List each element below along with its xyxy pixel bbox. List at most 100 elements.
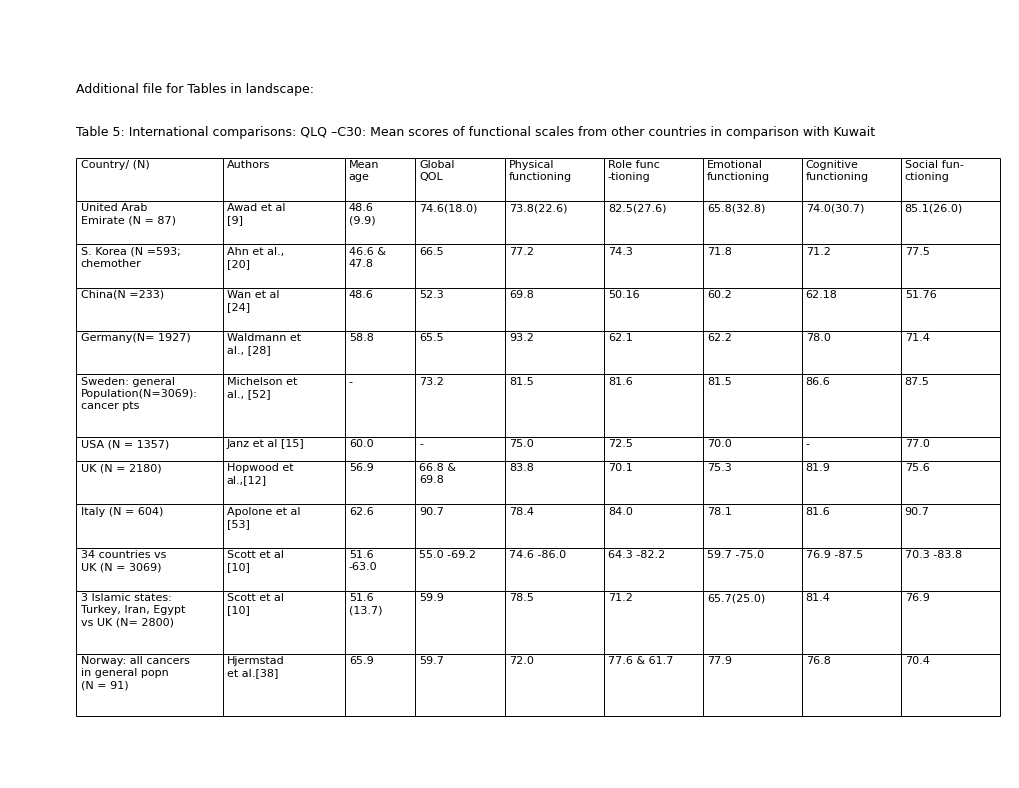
Text: 72.0: 72.0 — [508, 656, 533, 666]
Text: 60.0: 60.0 — [348, 440, 373, 449]
Text: Social fun-
ctioning: Social fun- ctioning — [904, 160, 963, 182]
Text: Italy (N = 604): Italy (N = 604) — [81, 507, 163, 517]
Text: 81.6: 81.6 — [805, 507, 829, 517]
Text: 59.9: 59.9 — [419, 593, 443, 604]
Text: 93.2: 93.2 — [508, 333, 533, 344]
Text: 51.6
(13.7): 51.6 (13.7) — [348, 593, 382, 615]
Text: Authors: Authors — [226, 160, 270, 170]
Text: 90.7: 90.7 — [904, 507, 928, 517]
Text: Ahn et al.,
[20]: Ahn et al., [20] — [226, 247, 283, 269]
Text: Janz et al [15]: Janz et al [15] — [226, 440, 305, 449]
Text: Hopwood et
al.,[12]: Hopwood et al.,[12] — [226, 463, 293, 485]
Text: 76.9 -87.5: 76.9 -87.5 — [805, 550, 862, 560]
Text: 51.6
-63.0: 51.6 -63.0 — [348, 550, 377, 572]
Text: 85.1(26.0): 85.1(26.0) — [904, 203, 962, 214]
Text: 46.6 &
47.8: 46.6 & 47.8 — [348, 247, 385, 269]
Text: -: - — [805, 440, 809, 449]
Text: Awad et al
[9]: Awad et al [9] — [226, 203, 285, 225]
Text: 48.6: 48.6 — [348, 290, 373, 300]
Text: 71.2: 71.2 — [805, 247, 829, 257]
Text: 90.7: 90.7 — [419, 507, 443, 517]
Text: Wan et al
[24]: Wan et al [24] — [226, 290, 279, 312]
Text: Emotional
functioning: Emotional functioning — [706, 160, 769, 182]
Text: 74.3: 74.3 — [607, 247, 632, 257]
Text: Waldmann et
al., [28]: Waldmann et al., [28] — [226, 333, 301, 355]
Text: 74.0(30.7): 74.0(30.7) — [805, 203, 863, 214]
Text: Michelson et
al., [52]: Michelson et al., [52] — [226, 377, 297, 399]
Text: 81.5: 81.5 — [508, 377, 533, 387]
Text: 76.8: 76.8 — [805, 656, 829, 666]
Text: 75.0: 75.0 — [508, 440, 533, 449]
Text: 62.6: 62.6 — [348, 507, 373, 517]
Text: Mean
age: Mean age — [348, 160, 379, 182]
Text: United Arab
Emirate (N = 87): United Arab Emirate (N = 87) — [81, 203, 175, 225]
Text: 62.18: 62.18 — [805, 290, 837, 300]
Text: 75.3: 75.3 — [706, 463, 731, 474]
Text: 70.0: 70.0 — [706, 440, 731, 449]
Text: 34 countries vs
UK (N = 3069): 34 countries vs UK (N = 3069) — [81, 550, 166, 572]
Text: 74.6(18.0): 74.6(18.0) — [419, 203, 477, 214]
Text: 59.7 -75.0: 59.7 -75.0 — [706, 550, 763, 560]
Text: 77.0: 77.0 — [904, 440, 928, 449]
Text: 70.3 -83.8: 70.3 -83.8 — [904, 550, 961, 560]
Text: USA (N = 1357): USA (N = 1357) — [81, 440, 169, 449]
Text: Scott et al
[10]: Scott et al [10] — [226, 550, 283, 572]
Text: 3 Islamic states:
Turkey, Iran, Egypt
vs UK (N= 2800): 3 Islamic states: Turkey, Iran, Egypt vs… — [81, 593, 184, 627]
Text: 64.3 -82.2: 64.3 -82.2 — [607, 550, 664, 560]
Text: 69.8: 69.8 — [508, 290, 533, 300]
Text: 65.7(25.0): 65.7(25.0) — [706, 593, 764, 604]
Text: Additional file for Tables in landscape:: Additional file for Tables in landscape: — [76, 83, 314, 95]
Text: 78.1: 78.1 — [706, 507, 731, 517]
Text: 58.8: 58.8 — [348, 333, 373, 344]
Text: 59.7: 59.7 — [419, 656, 443, 666]
Text: 71.2: 71.2 — [607, 593, 632, 604]
Text: 70.1: 70.1 — [607, 463, 632, 474]
Text: 74.6 -86.0: 74.6 -86.0 — [508, 550, 566, 560]
Text: Scott et al
[10]: Scott et al [10] — [226, 593, 283, 615]
Text: 66.5: 66.5 — [419, 247, 443, 257]
Text: 78.5: 78.5 — [508, 593, 533, 604]
Text: Global
QOL: Global QOL — [419, 160, 454, 182]
Text: 55.0 -69.2: 55.0 -69.2 — [419, 550, 476, 560]
Text: 65.9: 65.9 — [348, 656, 373, 666]
Text: China(N =233): China(N =233) — [81, 290, 163, 300]
Text: 62.1: 62.1 — [607, 333, 632, 344]
Text: -: - — [419, 440, 423, 449]
Text: 50.16: 50.16 — [607, 290, 639, 300]
Text: 81.6: 81.6 — [607, 377, 632, 387]
Text: Role func
-tioning: Role func -tioning — [607, 160, 659, 182]
Text: 78.0: 78.0 — [805, 333, 829, 344]
Text: 65.5: 65.5 — [419, 333, 443, 344]
Text: Germany(N= 1927): Germany(N= 1927) — [81, 333, 191, 344]
Text: 62.2: 62.2 — [706, 333, 731, 344]
Text: 73.2: 73.2 — [419, 377, 443, 387]
Text: 48.6
(9.9): 48.6 (9.9) — [348, 203, 375, 225]
Text: 73.8(22.6): 73.8(22.6) — [508, 203, 567, 214]
Text: 78.4: 78.4 — [508, 507, 533, 517]
Text: S. Korea (N =593;
chemother: S. Korea (N =593; chemother — [81, 247, 180, 269]
Text: Physical
functioning: Physical functioning — [508, 160, 572, 182]
Text: 81.5: 81.5 — [706, 377, 731, 387]
Text: 65.8(32.8): 65.8(32.8) — [706, 203, 764, 214]
Text: Cognitive
functioning: Cognitive functioning — [805, 160, 868, 182]
Text: 84.0: 84.0 — [607, 507, 632, 517]
Text: Hjermstad
et al.[38]: Hjermstad et al.[38] — [226, 656, 284, 678]
Text: 81.9: 81.9 — [805, 463, 829, 474]
Text: Apolone et al
[53]: Apolone et al [53] — [226, 507, 300, 529]
Text: -: - — [348, 377, 353, 387]
Text: 52.3: 52.3 — [419, 290, 443, 300]
Text: 56.9: 56.9 — [348, 463, 373, 474]
Text: UK (N = 2180): UK (N = 2180) — [81, 463, 161, 474]
Text: 77.2: 77.2 — [508, 247, 533, 257]
Text: 81.4: 81.4 — [805, 593, 829, 604]
Text: 82.5(27.6): 82.5(27.6) — [607, 203, 665, 214]
Text: Table 5: International comparisons: QLQ –C30: Mean scores of functional scales f: Table 5: International comparisons: QLQ … — [76, 126, 874, 139]
Text: 51.76: 51.76 — [904, 290, 935, 300]
Text: 71.4: 71.4 — [904, 333, 928, 344]
Text: 70.4: 70.4 — [904, 656, 928, 666]
Text: 60.2: 60.2 — [706, 290, 731, 300]
Text: Sweden: general
Population(N=3069):
cancer pts: Sweden: general Population(N=3069): canc… — [81, 377, 198, 411]
Text: Country/ (N): Country/ (N) — [81, 160, 149, 170]
Text: 86.6: 86.6 — [805, 377, 829, 387]
Text: 76.9: 76.9 — [904, 593, 928, 604]
